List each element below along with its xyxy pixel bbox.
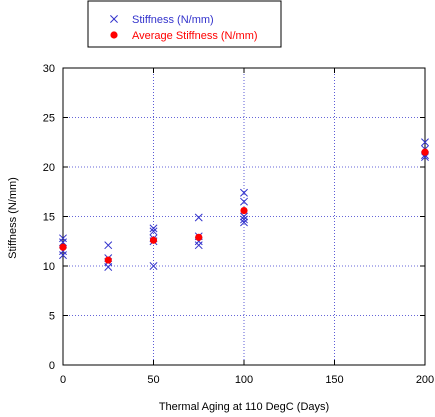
data-point-average-stiffness [421, 148, 429, 156]
y-tick-label: 30 [43, 63, 55, 75]
data-point-stiffness [149, 227, 158, 236]
data-point-stiffness [240, 215, 248, 224]
data-point-average-stiffness [59, 243, 67, 251]
data-point-stiffness [240, 212, 248, 221]
x-mark-stroke [149, 224, 158, 233]
y-tick-label: 5 [49, 311, 55, 323]
data-point-average-stiffness [149, 236, 158, 244]
x-mark-stroke [110, 15, 118, 23]
data-point-average-stiffness [195, 233, 203, 241]
x-tick-label: 50 [147, 374, 159, 386]
x-tick-label: 100 [235, 374, 253, 386]
data-point-stiffness [104, 263, 113, 271]
x-mark-stroke [240, 188, 248, 197]
legend-x-glyph [110, 15, 118, 23]
legend-box [87, 0, 282, 48]
x-mark-stroke [240, 212, 248, 221]
y-axis-label: Stiffness (N/mm) [7, 177, 19, 259]
data-point-stiffness [59, 251, 67, 260]
y-tick-label: 15 [43, 212, 55, 224]
y-tick-label: 20 [43, 162, 55, 174]
x-mark-stroke [421, 138, 429, 147]
data-point-stiffness [149, 262, 158, 270]
x-mark-stroke [59, 234, 67, 243]
y-tick-label: 0 [49, 360, 55, 372]
x-mark-stroke [240, 197, 248, 206]
x-mark-stroke [194, 213, 203, 222]
x-mark-stroke [194, 241, 203, 250]
x-mark-stroke [104, 241, 113, 250]
legend-label-average-stiffness: Average Stiffness (N/mm) [132, 30, 258, 42]
x-tick-label: 150 [325, 374, 343, 386]
data-point-average-stiffness [240, 206, 248, 215]
data-point-stiffness [194, 213, 203, 222]
x-tick-label: 0 [60, 374, 66, 386]
data-point-stiffness [240, 218, 248, 227]
x-mark-stroke [104, 263, 113, 271]
data-point-average-stiffness [104, 256, 112, 264]
data-point-stiffness [104, 241, 113, 250]
x-mark-stroke [149, 262, 158, 270]
data-point-stiffness [421, 138, 429, 147]
x-axis-label: Thermal Aging at 110 DegC (Days) [159, 401, 329, 413]
legend-circle-marker [110, 31, 118, 39]
y-tick-label: 10 [43, 261, 55, 273]
x-mark-stroke [240, 218, 248, 227]
x-mark-stroke [59, 251, 67, 260]
data-point-stiffness [59, 234, 67, 243]
data-point-stiffness [240, 188, 248, 197]
x-tick-label: 200 [416, 374, 434, 386]
data-point-stiffness [149, 224, 158, 233]
legend-x-marker [110, 15, 118, 23]
legend-label-stiffness: Stiffness (N/mm) [132, 14, 214, 26]
data-point-stiffness [194, 241, 203, 250]
y-tick-label: 25 [43, 113, 55, 125]
data-point-stiffness [240, 197, 248, 206]
legend: Stiffness (N/mm) Average Stiffness (N/mm… [87, 0, 282, 48]
x-mark-stroke [149, 227, 158, 236]
x-mark-stroke [240, 215, 248, 224]
plot-area: 0 5 10 15 20 25 30 0 50 100 150 200 [43, 63, 434, 386]
